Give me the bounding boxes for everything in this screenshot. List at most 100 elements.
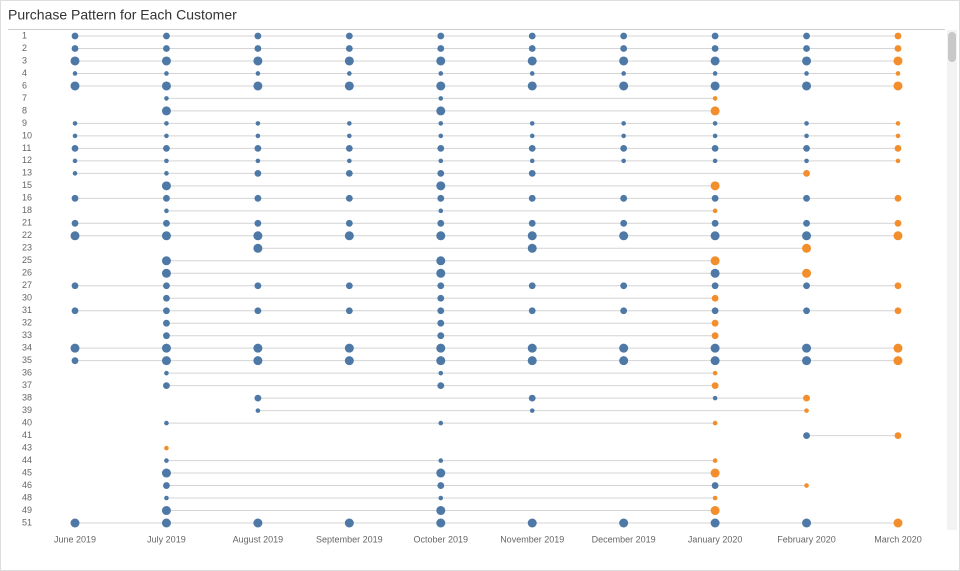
purchase-dot [163,307,170,315]
purchase-dot [711,282,719,290]
purchase-dot [803,32,810,40]
purchase-dot [161,518,171,528]
row-label: 15 [22,180,32,190]
purchase-dot [802,81,812,91]
purchase-dot [255,408,261,413]
purchase-dot [164,121,169,126]
purchase-dot [161,268,171,278]
row-label: 37 [22,380,32,390]
purchase-dot [347,158,352,164]
purchase-dot [619,231,629,241]
purchase-dot [345,169,353,177]
purchase-dot [161,106,171,116]
purchase-dot [70,231,80,241]
purchase-dot [803,219,810,227]
purchase-dot [436,343,446,353]
row-label: 40 [22,417,32,427]
purchase-dot [803,432,810,439]
purchase-dot [711,319,719,327]
purchase-dot [164,133,169,139]
purchase-dot [620,45,628,52]
purchase-dot [253,81,263,91]
purchase-dot [345,32,353,40]
purchase-dot [712,395,718,401]
purchase-dot [804,133,809,139]
purchase-dot [437,219,445,227]
purchase-dot [619,81,629,91]
purchase-dot [437,32,445,40]
purchase-dot [620,144,628,152]
purchase-dot [437,307,445,315]
purchase-dot [164,171,169,176]
purchase-dot [803,144,810,152]
purchase-dot [710,106,720,116]
row-label: 41 [22,430,32,440]
purchase-dot [345,194,353,202]
purchase-dot [712,133,718,139]
x-tick-label: January 2020 [688,534,743,544]
row-label: 34 [22,343,32,353]
purchase-dot [163,294,170,302]
purchase-dot [804,158,809,164]
purchase-dot [164,370,169,376]
purchase-dot [345,144,353,152]
purchase-dot [894,307,902,315]
purchase-dot [438,420,444,426]
purchase-dot [528,394,536,402]
purchase-dot [344,343,354,353]
purchase-dot [254,219,262,227]
purchase-dot [895,71,901,76]
purchase-dot [71,219,79,227]
purchase-dot [894,282,902,290]
row-label: 8 [22,105,27,115]
row-label: 25 [22,255,32,265]
purchase-dot [71,144,79,152]
purchase-dot [253,231,263,241]
purchase-dot [621,158,626,164]
scrollbar-thumb[interactable] [948,32,956,62]
purchase-dot [438,458,444,463]
purchase-dot [529,133,535,139]
row-label: 1 [22,30,27,40]
x-tick-label: December 2019 [592,534,656,544]
purchase-dot [712,458,718,463]
purchase-dot [710,506,720,516]
purchase-dot [253,356,263,366]
row-label: 46 [22,480,32,490]
purchase-dot [620,32,628,40]
x-tick-label: September 2019 [316,534,383,544]
purchase-dot [71,282,79,290]
purchase-dot [527,518,537,528]
purchase-dot [620,282,628,290]
x-tick-label: February 2020 [777,534,836,544]
purchase-dot [802,243,812,253]
row-label: 32 [22,318,32,328]
row-label: 30 [22,293,32,303]
purchase-dot [163,282,170,290]
purchase-dot [438,370,444,376]
purchase-dot [711,294,719,302]
purchase-dot [344,231,354,241]
purchase-dot [895,121,901,126]
purchase-dot [163,32,170,40]
purchase-dot [254,194,262,202]
purchase-dot [164,445,169,451]
purchase-dot [619,343,629,353]
purchase-dot [529,71,535,76]
row-label: 49 [22,505,32,515]
purchase-dot [347,133,352,139]
purchase-dot [437,169,445,177]
purchase-dot [804,71,809,76]
purchase-dot [164,71,169,76]
purchase-dot [803,194,810,202]
purchase-dot [161,343,171,353]
purchase-dot [894,219,902,227]
purchase-dot [528,144,536,152]
row-label: 38 [22,393,32,403]
purchase-dot [255,121,261,126]
purchase-dot [895,133,901,139]
purchase-dot [711,219,719,227]
row-label: 10 [22,130,32,140]
purchase-dot [347,121,352,126]
purchase-dot [528,219,536,227]
